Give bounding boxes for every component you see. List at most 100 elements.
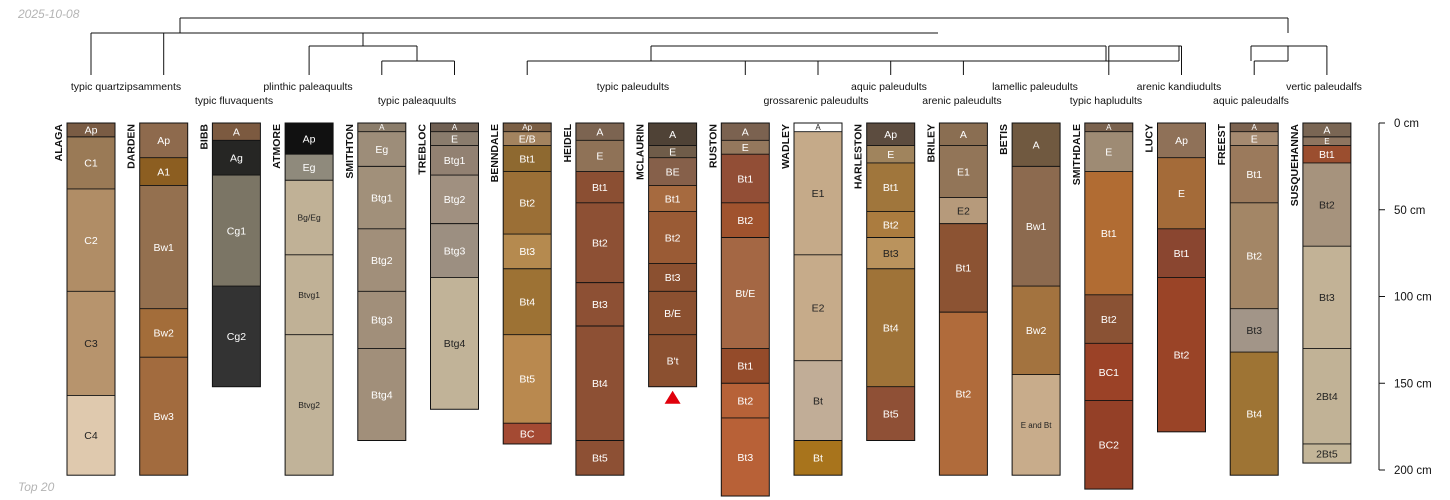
horizon-label: A xyxy=(815,123,821,132)
horizon-label: Bt3 xyxy=(737,452,753,464)
horizon-label: A xyxy=(1033,139,1040,151)
horizon-label: Btg1 xyxy=(444,155,466,167)
horizon-block xyxy=(575,123,624,141)
profile-darden: DARDEN Ap A1 Bw1 Bw2 Bw3 xyxy=(126,122,189,476)
horizon-block xyxy=(503,268,552,335)
horizon-label: E xyxy=(596,151,603,163)
horizon-block xyxy=(721,123,770,141)
horizon-block xyxy=(1157,228,1206,278)
horizon-block xyxy=(939,123,988,146)
horizon-block xyxy=(648,185,697,212)
taxon-label: typic hapludults xyxy=(1070,95,1142,107)
profile-name: ALAGA xyxy=(53,124,65,162)
date-label: 2025-10-08 xyxy=(18,7,80,21)
horizon-label: BC xyxy=(520,428,535,440)
profile-outline xyxy=(575,122,625,476)
horizon-label: Bg/Eg xyxy=(298,213,321,223)
profile-name: BRILEY xyxy=(925,124,937,163)
taxon-label: aquic paleudalfs xyxy=(1213,95,1289,107)
horizon-label: Bt1 xyxy=(737,361,753,373)
horizon-label: A xyxy=(742,126,749,138)
horizon-label: Bt2 xyxy=(737,215,753,227)
horizon-label: E xyxy=(742,142,749,154)
horizon-label: E1 xyxy=(957,166,970,178)
profile-name: RUSTON xyxy=(707,124,719,168)
horizon-label: A xyxy=(233,126,240,138)
horizon-block xyxy=(794,123,842,132)
horizon-block xyxy=(1302,246,1351,349)
horizon-block xyxy=(1084,171,1133,295)
horizon-label: Bt4 xyxy=(519,296,535,308)
profile-susquehanna: SUSQUEHANNA AE Bt1 Bt2 Bt3 2Bt4 2Bt5 xyxy=(1289,122,1352,464)
axis-tick-label: 150 cm xyxy=(1394,378,1432,390)
taxon-label: typic fluvaquents xyxy=(195,95,273,107)
horizon-block xyxy=(503,145,552,172)
axis-tick-label: 0 cm xyxy=(1394,118,1419,130)
horizon-block xyxy=(794,131,842,255)
horizon-label: Bt5 xyxy=(883,408,899,420)
horizon-label: A1 xyxy=(157,166,170,178)
profile-outline xyxy=(1011,122,1061,476)
horizon-label: Ap xyxy=(85,125,98,137)
profile-name: FREEST xyxy=(1216,123,1228,165)
profile-outline xyxy=(1084,122,1134,490)
horizon-label: Bt1 xyxy=(883,182,899,194)
horizon-block xyxy=(1230,131,1279,146)
footer-label: Top 20 xyxy=(18,480,55,494)
depth-axis: 0 cm 50 cm 100 cm 150 cm 200 cm xyxy=(1378,118,1432,477)
profile-outline xyxy=(720,122,770,497)
taxon-label: typic paleaquults xyxy=(378,95,456,107)
profile-name: SUSQUEHANNA xyxy=(1289,124,1301,207)
horizon-block xyxy=(866,386,915,441)
horizon-label: BC1 xyxy=(1099,367,1120,379)
profile-name: HEIDEL xyxy=(562,123,574,162)
horizon-label: Bt3 xyxy=(592,299,608,311)
horizon-label: A xyxy=(452,123,458,132)
profile-outline xyxy=(211,122,261,388)
horizon-block xyxy=(503,234,552,269)
taxon-label: aquic paleudults xyxy=(851,81,927,93)
profile-trebloc: TREBLOC AE Btg1 Btg2 Btg3 Btg4 xyxy=(417,122,479,410)
profile-freest: FREEST AE Bt1 Bt2 Bt3 Bt4 xyxy=(1216,122,1279,476)
horizon-block xyxy=(1302,348,1351,444)
profile-outline xyxy=(502,122,552,445)
horizon-label: Btvg2 xyxy=(298,400,320,410)
horizon-block xyxy=(866,211,915,238)
profile-name: BENNDALE xyxy=(489,124,501,182)
horizon-block xyxy=(575,140,624,172)
horizon-block xyxy=(503,123,552,132)
horizon-block xyxy=(721,383,770,418)
horizon-label: Btg2 xyxy=(371,255,393,267)
taxon-labels: typic quartzipsamments typic fluvaquents p… xyxy=(71,81,1362,107)
horizon-block xyxy=(1230,202,1279,309)
profile-outline xyxy=(1229,122,1279,476)
horizon-block xyxy=(503,334,552,424)
horizon-block xyxy=(866,145,915,163)
horizon-block xyxy=(1084,294,1133,344)
horizon-block xyxy=(212,175,261,287)
horizon-block xyxy=(575,282,624,326)
horizon-block xyxy=(939,145,988,198)
horizon-label: E xyxy=(887,149,894,161)
profile-outline xyxy=(1157,122,1206,433)
horizon-block xyxy=(648,263,697,292)
horizon-label: Bt1 xyxy=(665,193,681,205)
horizon-label: Bw3 xyxy=(153,411,174,423)
horizon-label: 2Bt4 xyxy=(1316,391,1338,403)
horizon-label: Btvg1 xyxy=(298,290,320,300)
horizon-label: Bt3 xyxy=(519,246,535,258)
horizon-label: Bt3 xyxy=(1319,292,1335,304)
horizon-label: E and Bt xyxy=(1021,421,1052,430)
horizon-block xyxy=(1084,343,1133,401)
profile-wadley: WADLEY A E1 E2 Bt Bt xyxy=(780,122,843,476)
horizon-block xyxy=(648,123,697,146)
horizon-label: Bt4 xyxy=(1246,408,1262,420)
profile-outline xyxy=(866,122,916,442)
horizon-block xyxy=(648,211,697,264)
horizon-label: C3 xyxy=(84,338,98,350)
profile-lucy: LUCY Ap E Bt1 Bt2 xyxy=(1144,122,1206,433)
profile-atmore: ATMORE Ap Eg Bg/Eg Btvg1 Btvg2 xyxy=(271,122,334,476)
horizon-block xyxy=(430,223,479,278)
horizon-label: C2 xyxy=(84,235,98,247)
horizon-label: Bw1 xyxy=(153,242,174,254)
